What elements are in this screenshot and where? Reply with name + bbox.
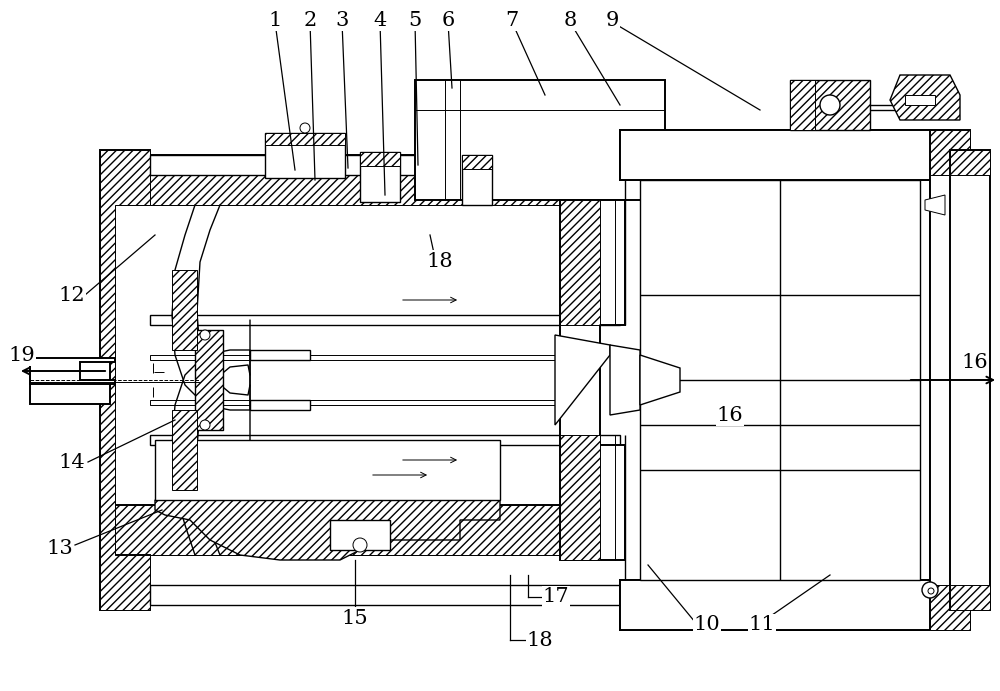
Polygon shape: [640, 355, 680, 405]
Text: 11: 11: [749, 616, 775, 634]
Circle shape: [300, 123, 310, 133]
Polygon shape: [172, 410, 197, 490]
Text: 18: 18: [527, 630, 553, 650]
Polygon shape: [930, 130, 970, 630]
Bar: [150, 585, 620, 605]
Text: 17: 17: [543, 587, 569, 607]
Polygon shape: [950, 150, 990, 610]
Circle shape: [922, 582, 938, 598]
Text: 10: 10: [694, 616, 720, 634]
Text: 18: 18: [427, 252, 453, 270]
Bar: [115, 505, 620, 555]
Bar: [195, 330, 223, 430]
Polygon shape: [150, 400, 580, 405]
Text: 7: 7: [505, 10, 519, 30]
Bar: [415, 80, 665, 200]
Polygon shape: [950, 585, 990, 610]
Bar: [30, 360, 110, 382]
Text: 16: 16: [717, 406, 743, 424]
Polygon shape: [155, 500, 500, 560]
Bar: [150, 155, 620, 175]
Polygon shape: [620, 130, 950, 630]
Polygon shape: [150, 315, 620, 325]
Polygon shape: [905, 95, 935, 105]
Text: 13: 13: [47, 538, 73, 558]
Text: 2: 2: [303, 10, 317, 30]
Polygon shape: [925, 195, 945, 215]
Circle shape: [200, 420, 210, 430]
Bar: [265, 133, 345, 178]
Polygon shape: [930, 585, 970, 630]
Polygon shape: [560, 200, 600, 325]
Circle shape: [820, 95, 840, 115]
Text: 4: 4: [373, 10, 387, 30]
Text: 5: 5: [408, 10, 422, 30]
Text: 8: 8: [563, 10, 577, 30]
Circle shape: [928, 588, 934, 594]
Polygon shape: [555, 335, 610, 425]
Bar: [115, 155, 620, 205]
Bar: [115, 155, 620, 205]
Bar: [330, 520, 390, 550]
Text: 14: 14: [59, 453, 85, 471]
Text: 9: 9: [605, 10, 619, 30]
Polygon shape: [30, 358, 115, 384]
Bar: [30, 382, 110, 404]
Bar: [462, 155, 492, 169]
Text: 12: 12: [59, 285, 85, 305]
Polygon shape: [250, 350, 310, 360]
Circle shape: [353, 538, 367, 552]
Bar: [620, 580, 950, 630]
Polygon shape: [155, 440, 500, 500]
Polygon shape: [950, 150, 990, 175]
Polygon shape: [100, 150, 150, 610]
Polygon shape: [150, 355, 580, 360]
Polygon shape: [560, 435, 600, 560]
Polygon shape: [790, 80, 815, 130]
Text: 19: 19: [9, 346, 35, 364]
Polygon shape: [610, 345, 640, 415]
Text: 6: 6: [441, 10, 455, 30]
Bar: [640, 180, 920, 580]
Text: 15: 15: [342, 609, 368, 627]
Polygon shape: [890, 75, 960, 120]
Polygon shape: [100, 150, 150, 610]
Bar: [360, 152, 400, 202]
Text: 16: 16: [962, 352, 988, 372]
Bar: [462, 155, 492, 205]
Bar: [265, 133, 345, 145]
Polygon shape: [930, 130, 970, 175]
Text: 1: 1: [268, 10, 282, 30]
Bar: [620, 130, 950, 180]
Polygon shape: [560, 200, 625, 560]
Bar: [115, 505, 620, 555]
Polygon shape: [172, 270, 197, 350]
Polygon shape: [250, 400, 310, 410]
Polygon shape: [150, 435, 620, 445]
Circle shape: [200, 330, 210, 340]
Polygon shape: [790, 80, 870, 130]
Bar: [360, 152, 400, 166]
Text: 3: 3: [335, 10, 349, 30]
